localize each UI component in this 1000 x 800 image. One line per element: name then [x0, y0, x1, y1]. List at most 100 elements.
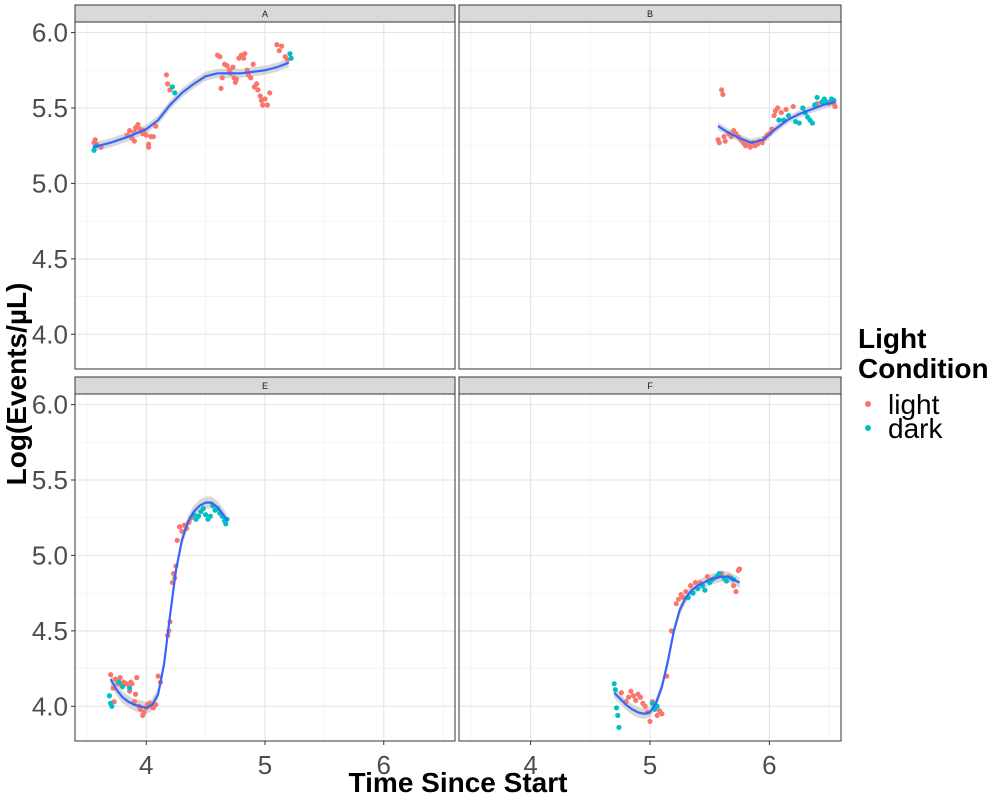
point-dark: [814, 94, 820, 101]
point-light: [267, 90, 273, 96]
point-light: [135, 121, 141, 128]
point-light: [155, 673, 161, 679]
point-light: [736, 566, 743, 572]
point-light: [179, 528, 185, 534]
point-light: [630, 693, 636, 699]
point-light: [153, 702, 159, 708]
panel-border: [74, 21, 456, 370]
point-dark: [796, 120, 802, 126]
x-tick-label: 5: [258, 750, 272, 780]
smooth-line: [613, 575, 741, 715]
x-tick-label: 4: [139, 750, 153, 780]
point-light: [716, 140, 722, 146]
point-dark: [116, 679, 122, 685]
point-light: [131, 138, 137, 144]
point-light: [654, 712, 660, 718]
point-light: [141, 709, 147, 715]
point-dark: [611, 681, 617, 687]
x-tick-label: 6: [762, 750, 776, 780]
panels-layer: A B E 4 5 6 F 4 5 6: [74, 4, 842, 780]
legend-key-light: [865, 401, 871, 407]
x-axis-title: Time Since Start: [349, 767, 568, 798]
point-light: [687, 583, 694, 589]
legend-title-line1: Light: [858, 323, 926, 354]
point-light: [127, 128, 133, 134]
point-light: [692, 579, 698, 586]
panel-strip-label: E: [262, 381, 268, 391]
point-light: [219, 75, 225, 81]
panel-strip-label: B: [647, 9, 653, 19]
panel-E: E 4 5 6: [74, 376, 456, 780]
point-light: [248, 75, 254, 81]
point-light: [150, 134, 156, 140]
point-light: [274, 42, 280, 48]
panel-strip-label: A: [262, 9, 268, 19]
point-light: [676, 596, 682, 602]
point-light: [143, 132, 149, 138]
point-light: [279, 43, 285, 49]
y-tick-label: 4.5: [32, 244, 68, 274]
point-light: [174, 537, 180, 543]
point-light: [628, 688, 634, 694]
point-dark: [649, 700, 655, 706]
point-light: [747, 144, 753, 150]
y-axis-top-row: 4.0 4.5 5.0 5.5 6.0: [32, 18, 75, 349]
y-tick-label: 5.0: [32, 168, 68, 198]
point-dark: [812, 102, 818, 108]
point-light: [276, 48, 282, 54]
point-dark: [287, 51, 293, 57]
point-light: [704, 573, 710, 580]
point-dark: [223, 521, 229, 527]
point-light: [250, 61, 256, 67]
point-light: [775, 105, 781, 111]
point-light: [733, 589, 739, 595]
point-light: [224, 63, 230, 69]
point-light: [719, 87, 725, 93]
y-tick-label: 5.5: [32, 465, 68, 495]
point-light: [242, 51, 248, 57]
point-light: [790, 103, 796, 110]
y-tick-label: 5.0: [32, 540, 68, 570]
point-light: [659, 711, 665, 717]
point-light: [633, 697, 639, 703]
panel-F: F 4 5 6: [458, 376, 842, 780]
point-light: [117, 675, 123, 681]
point-light: [112, 676, 118, 682]
y-tick-label: 4.5: [32, 616, 68, 646]
point-dark: [613, 705, 620, 711]
point-light: [129, 681, 135, 687]
point-light: [264, 102, 270, 108]
point-light: [730, 583, 737, 589]
point-dark: [203, 512, 209, 518]
point-dark: [200, 506, 206, 512]
point-light: [771, 112, 777, 119]
point-light: [260, 102, 266, 108]
point-dark: [119, 684, 126, 690]
point-dark: [207, 513, 213, 519]
point-light: [153, 123, 159, 129]
point-dark: [195, 513, 202, 519]
point-dark: [785, 112, 792, 119]
point-light: [647, 718, 653, 724]
point-light: [722, 138, 728, 144]
legend-title-line2: Condition: [858, 353, 989, 384]
point-light: [176, 524, 183, 530]
point-light: [778, 109, 784, 116]
panel-strip-label: F: [647, 381, 653, 391]
point-dark: [702, 587, 708, 593]
legend-label-light: light: [888, 389, 940, 420]
point-dark: [616, 724, 622, 731]
point-light: [832, 103, 838, 110]
point-light: [637, 694, 644, 700]
point-light: [720, 91, 726, 98]
point-light: [146, 144, 152, 150]
y-tick-label: 6.0: [32, 18, 68, 48]
panel-B: B: [458, 4, 842, 370]
point-light: [217, 54, 223, 60]
panel-A: A: [74, 4, 456, 370]
point-dark: [615, 712, 621, 718]
x-tick-label: 5: [643, 750, 657, 780]
legend-key-dark: [865, 425, 871, 431]
point-light: [262, 96, 268, 102]
point-dark: [776, 117, 782, 123]
